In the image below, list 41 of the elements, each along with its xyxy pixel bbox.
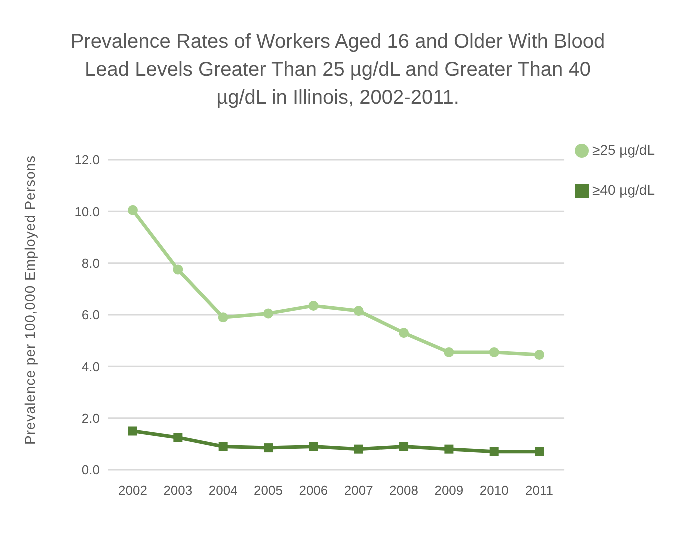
legend-label: ≥40 µg/dL <box>592 182 655 198</box>
point <box>264 308 274 319</box>
y-tick-label: 12.0 <box>74 152 100 168</box>
point <box>535 447 544 456</box>
x-tick-label: 2002 <box>118 483 148 498</box>
chart-title: Prevalence Rates of Workers Aged 16 and Older With Blood Lead Levels Greater Than 25 µg/dL and Greater Than 40 µg/dL in Illinois, 2002-2011. <box>70 30 606 111</box>
point <box>444 444 454 454</box>
y-tick-label: 0.0 <box>82 462 100 478</box>
point <box>354 444 364 454</box>
y-tick-label: 10.0 <box>74 204 100 220</box>
y-tick-label: 8.0 <box>82 256 100 271</box>
point <box>399 328 410 338</box>
y-tick-label: 4.0 <box>82 359 100 374</box>
point <box>218 312 228 323</box>
legend-label: ≥25 µg/dL <box>592 142 655 158</box>
point <box>174 433 183 442</box>
y-tick-label: 2.0 <box>82 410 100 426</box>
point <box>354 306 364 316</box>
x-tick-label: 2009 <box>434 483 464 498</box>
point <box>128 205 138 216</box>
point <box>218 442 228 452</box>
x-tick-label: 2008 <box>390 483 418 498</box>
point <box>489 347 500 358</box>
point <box>444 347 454 358</box>
point <box>400 442 409 452</box>
x-tick-label: 2003 <box>164 483 193 498</box>
point <box>128 426 138 436</box>
x-tick-label: 2010 <box>480 483 509 498</box>
point <box>309 442 318 452</box>
point <box>264 444 274 453</box>
point <box>534 350 545 360</box>
y-axis-title: Prevalence per 100,000 Employed Persons <box>22 155 38 445</box>
y-tick-label: 6.0 <box>82 308 100 323</box>
x-tick-label: 2004 <box>208 483 238 498</box>
point <box>308 300 319 311</box>
x-tick-label: 2006 <box>299 483 328 498</box>
x-tick-label: 2011 <box>526 483 554 498</box>
point <box>490 447 499 456</box>
point <box>173 264 184 275</box>
x-tick-label: 2007 <box>344 483 374 498</box>
x-tick-label: 2005 <box>254 483 283 498</box>
